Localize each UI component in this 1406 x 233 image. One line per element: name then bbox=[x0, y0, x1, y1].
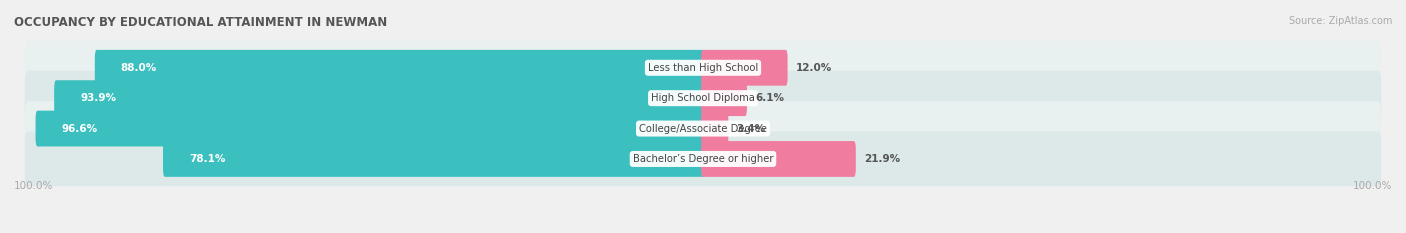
Text: 21.9%: 21.9% bbox=[865, 154, 900, 164]
FancyBboxPatch shape bbox=[702, 111, 728, 147]
FancyBboxPatch shape bbox=[25, 71, 1381, 126]
Text: College/Associate Degree: College/Associate Degree bbox=[638, 123, 768, 134]
Text: 6.1%: 6.1% bbox=[755, 93, 785, 103]
FancyBboxPatch shape bbox=[25, 40, 1381, 95]
FancyBboxPatch shape bbox=[25, 132, 1381, 186]
FancyBboxPatch shape bbox=[702, 80, 747, 116]
FancyBboxPatch shape bbox=[94, 50, 704, 86]
FancyBboxPatch shape bbox=[163, 141, 704, 177]
Text: 12.0%: 12.0% bbox=[796, 63, 832, 73]
Text: 78.1%: 78.1% bbox=[188, 154, 225, 164]
FancyBboxPatch shape bbox=[702, 50, 787, 86]
FancyBboxPatch shape bbox=[35, 111, 704, 147]
Text: 96.6%: 96.6% bbox=[62, 123, 98, 134]
Text: Source: ZipAtlas.com: Source: ZipAtlas.com bbox=[1288, 16, 1392, 26]
Text: 100.0%: 100.0% bbox=[14, 181, 53, 191]
FancyBboxPatch shape bbox=[25, 101, 1381, 156]
Text: Less than High School: Less than High School bbox=[648, 63, 758, 73]
Text: High School Diploma: High School Diploma bbox=[651, 93, 755, 103]
Text: 3.4%: 3.4% bbox=[737, 123, 766, 134]
Text: 93.9%: 93.9% bbox=[80, 93, 117, 103]
Text: Bachelor’s Degree or higher: Bachelor’s Degree or higher bbox=[633, 154, 773, 164]
FancyBboxPatch shape bbox=[702, 141, 856, 177]
FancyBboxPatch shape bbox=[55, 80, 704, 116]
Text: 100.0%: 100.0% bbox=[1353, 181, 1392, 191]
Text: OCCUPANCY BY EDUCATIONAL ATTAINMENT IN NEWMAN: OCCUPANCY BY EDUCATIONAL ATTAINMENT IN N… bbox=[14, 16, 387, 29]
Text: 88.0%: 88.0% bbox=[121, 63, 157, 73]
